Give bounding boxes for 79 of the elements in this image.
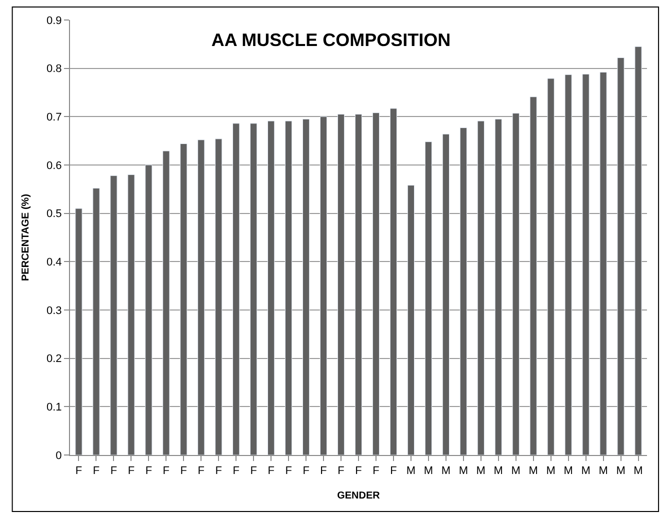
x-tick-label: F [92, 465, 100, 478]
x-axis-title: GENDER [337, 490, 381, 502]
y-tick-label: 0.7 [46, 112, 62, 124]
bar [250, 123, 258, 455]
x-tick-label: M [581, 465, 590, 478]
x-tick-label: M [458, 465, 468, 478]
x-tick-label: M [546, 465, 556, 478]
bar [390, 108, 398, 455]
bar [460, 128, 467, 455]
text: AA MUSCLE COMPOSITION [211, 30, 451, 50]
y-tick-label: 0 [56, 450, 62, 462]
bar [145, 164, 152, 455]
x-tick-label: F [180, 465, 188, 478]
bar [75, 208, 82, 455]
x-tick-label: M [424, 465, 434, 478]
x-tick-label: F [250, 465, 258, 478]
x-tick-label: F [75, 465, 82, 478]
x-tick-label: F [285, 465, 292, 478]
x-tick-label: M [441, 465, 451, 478]
x-tick-label: M [564, 465, 573, 478]
y-tick-label: 0.2 [46, 353, 62, 366]
x-tick-label: M [511, 465, 520, 478]
x-tick-label: F [268, 465, 275, 478]
bar [128, 174, 135, 455]
x-tick-label: M [598, 465, 608, 478]
y-tick-label: 0.3 [46, 304, 62, 317]
y-tick-label: 0.9 [46, 14, 62, 27]
bar [110, 175, 118, 455]
bar [354, 114, 362, 455]
bar [372, 112, 380, 455]
bar [442, 134, 450, 455]
x-tick-label: F [128, 465, 135, 478]
bar [564, 74, 572, 455]
x-tick-label: F [302, 465, 310, 478]
x-tick-label: F [145, 465, 152, 478]
y-tick-label: 0.8 [46, 63, 62, 76]
bar [582, 74, 590, 455]
x-tick-label: F [198, 465, 205, 478]
bar [530, 96, 537, 455]
bar [180, 143, 188, 455]
x-tick-label: M [406, 465, 416, 478]
bar [162, 150, 170, 455]
bar [92, 188, 100, 455]
bar [302, 118, 310, 455]
bar [284, 120, 292, 455]
y-tick-label: 0.5 [46, 208, 62, 220]
x-tick-label: F [110, 465, 118, 478]
x-tick-label: F [232, 465, 240, 478]
bar [320, 116, 328, 455]
x-tick-label: M [616, 465, 626, 478]
x-tick-label: F [390, 465, 398, 478]
bar [477, 120, 484, 455]
x-tick-label: F [372, 465, 380, 478]
y-tick-label: 0.1 [46, 402, 62, 414]
bar [268, 120, 275, 455]
bar [600, 72, 607, 455]
bar [407, 185, 415, 455]
bar [512, 113, 520, 455]
bar [494, 118, 502, 455]
x-tick-label: M [476, 465, 486, 478]
bar [232, 123, 240, 455]
x-tick-label: M [528, 465, 538, 478]
bar [337, 114, 345, 455]
x-tick-label: F [320, 465, 328, 478]
x-tick-label: F [215, 465, 222, 478]
bar [198, 140, 205, 455]
x-tick-label: M [634, 465, 643, 478]
bar [634, 46, 642, 455]
x-tick-label: F [162, 465, 170, 478]
bar [424, 142, 432, 455]
bar [547, 78, 554, 455]
y-tick-label: 0.6 [46, 160, 62, 172]
x-tick-label: M [494, 465, 503, 478]
y-axis-title: PERCENTAGE (%) [20, 194, 32, 282]
x-tick-label: F [338, 465, 345, 478]
bar [617, 57, 624, 455]
y-tick-label: 0.4 [46, 256, 62, 269]
bar [215, 138, 222, 455]
x-tick-label: F [355, 465, 362, 478]
